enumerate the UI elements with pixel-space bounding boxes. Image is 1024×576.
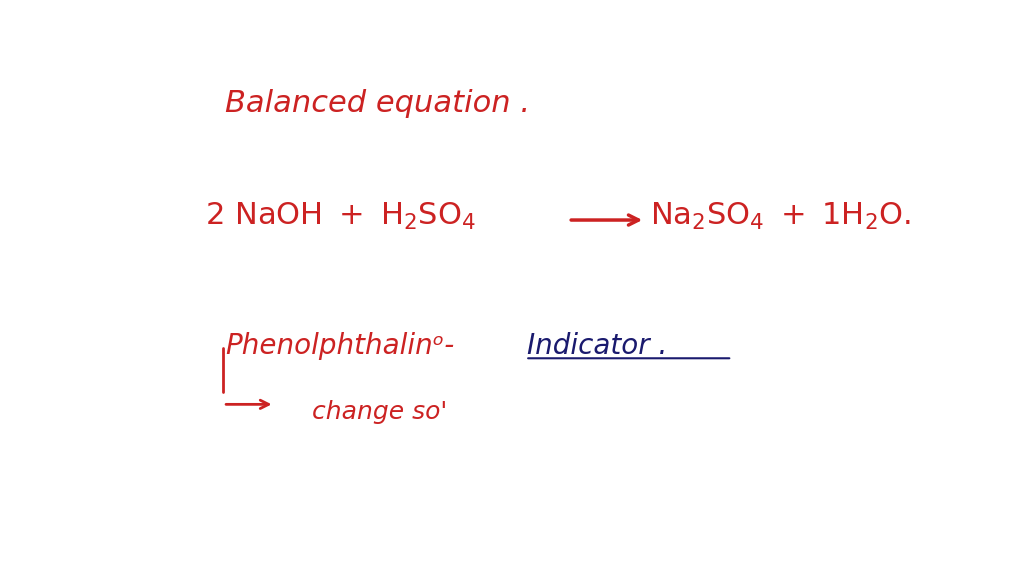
Text: Indicator .: Indicator .: [527, 332, 668, 359]
Text: Balanced equation .: Balanced equation .: [225, 89, 530, 118]
Text: $\mathregular{2\ NaOH\ +\ H_2SO_4}$: $\mathregular{2\ NaOH\ +\ H_2SO_4}$: [205, 200, 475, 232]
Text: Phenolphthalinᵒ-: Phenolphthalinᵒ-: [225, 332, 455, 359]
Text: $\mathregular{Na_2SO_4\ +\ 1H_2O.}$: $\mathregular{Na_2SO_4\ +\ 1H_2O.}$: [650, 200, 911, 232]
Text: change so': change so': [312, 400, 447, 424]
